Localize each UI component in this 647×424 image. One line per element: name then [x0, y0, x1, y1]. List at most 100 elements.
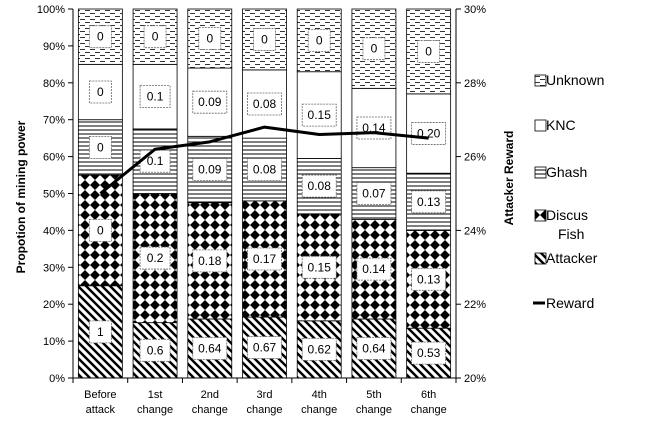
legend-item-reward: Reward	[533, 295, 594, 311]
y2-tick-label: 20%	[464, 373, 486, 385]
value-label-box	[88, 80, 112, 104]
value-label-knc-1: 0	[97, 85, 104, 99]
value-labels-layer: 1 0 0 0 0 0.6 0.2 0.1 0.1 0 0.64 0.18 0.09 0.09 0 0.67 0…	[88, 25, 447, 365]
value-label-attacker-6: 0.64	[362, 341, 386, 355]
value-label-box	[307, 28, 331, 52]
x-tick-label-5: 4th	[312, 389, 327, 401]
value-label-box	[192, 249, 228, 273]
value-label-ghash-2: 0.1	[147, 154, 164, 168]
value-label-box	[247, 158, 282, 181]
value-label-box	[139, 85, 171, 109]
value-label-box	[253, 28, 276, 51]
value-label-attacker-2: 0.6	[147, 343, 164, 357]
legend-item-knc: KNC	[534, 117, 576, 133]
value-label-unknown-1: 0	[97, 30, 104, 44]
value-label-box	[88, 135, 112, 159]
value-label-box	[88, 320, 112, 344]
legend-label: Attacker	[546, 250, 598, 266]
value-label-box	[301, 255, 337, 279]
value-label-box	[247, 247, 282, 271]
y-tick-label: 30%	[43, 262, 65, 274]
y-tick-label: 80%	[43, 78, 65, 90]
y2-tick-label: 24%	[464, 225, 486, 237]
x-tick-label-6: change	[356, 404, 392, 416]
value-label-box	[139, 338, 171, 362]
value-label-knc-3: 0.09	[198, 95, 222, 109]
y-tick-label: 50%	[43, 189, 65, 201]
value-label-attacker-4: 0.67	[253, 341, 277, 355]
value-label-box	[192, 90, 228, 114]
value-label-unknown-6: 0	[371, 42, 378, 56]
y-tick-label: 40%	[43, 225, 65, 237]
value-label-attacker-7: 0.53	[417, 346, 441, 360]
x-tick-label-2: 1st	[148, 389, 163, 401]
value-label-discus-fish-3: 0.18	[198, 254, 222, 268]
value-label-unknown-4: 0	[261, 32, 268, 46]
value-label-unknown-3: 0	[206, 32, 213, 46]
legend-label: KNC	[546, 117, 576, 133]
value-label-box	[356, 257, 392, 281]
y2-tick-label: 28%	[464, 78, 486, 90]
y2-tick-label: 26%	[464, 152, 486, 164]
value-label-box	[356, 182, 392, 205]
value-label-discus-fish-4: 0.17	[253, 252, 277, 266]
value-label-discus-fish-1: 0	[97, 223, 104, 237]
x-tick-label-1: Before	[84, 389, 116, 401]
value-label-box	[362, 37, 386, 61]
value-label-attacker-1: 1	[97, 325, 104, 339]
value-label-knc-2: 0.1	[147, 90, 164, 104]
value-label-box	[301, 103, 337, 127]
legend-swatch	[534, 252, 547, 265]
value-label-knc-5: 0.15	[308, 108, 332, 122]
y2-tick-label: 30%	[464, 4, 486, 16]
value-label-box	[417, 40, 441, 63]
y2-axis-title: Attacker Reward	[502, 131, 516, 226]
y-tick-label: 0%	[49, 373, 65, 385]
x-tick-label-6: 5th	[366, 389, 381, 401]
legend-item-ghash: Ghash	[534, 164, 587, 180]
y-tick-label: 20%	[43, 299, 65, 311]
y-tick-label: 10%	[43, 336, 65, 348]
value-label-discus-fish-2: 0.2	[147, 251, 164, 265]
value-label-discus-fish-6: 0.14	[362, 262, 386, 276]
y-tick-label: 70%	[43, 115, 65, 127]
bar-unknown-3	[187, 8, 233, 69]
legend-label: Reward	[546, 295, 594, 311]
x-tick-label-2: change	[137, 404, 173, 416]
legend-swatch	[534, 209, 547, 222]
reward-line-layer	[99, 125, 429, 195]
value-label-box	[198, 27, 222, 50]
x-tick-label-5: change	[301, 404, 337, 416]
value-label-box	[247, 336, 282, 359]
legend-swatch	[534, 119, 547, 132]
legend: Unknown KNC Ghash Discus Fish Attacker Reward	[533, 72, 604, 311]
legend-item-attacker: Attacker	[534, 250, 598, 266]
value-label-attacker-5: 0.62	[308, 342, 332, 356]
axes-layer: Before attack 1st change 2nd change 3rd change 4…	[37, 4, 486, 416]
value-label-ghash-6: 0.07	[362, 187, 386, 201]
value-label-unknown-2: 0	[152, 30, 159, 44]
value-label-box	[301, 338, 337, 361]
value-label-box	[192, 158, 228, 181]
x-tick-label-3: change	[192, 404, 228, 416]
bars-layer	[77, 8, 452, 379]
value-label-box	[88, 25, 112, 49]
value-label-ghash-5: 0.08	[308, 179, 332, 193]
value-label-box	[88, 218, 112, 242]
value-label-box	[411, 122, 447, 145]
value-label-unknown-5: 0	[316, 33, 323, 47]
value-label-box	[139, 246, 171, 270]
value-label-ghash-3: 0.09	[198, 163, 222, 177]
legend-label: Ghash	[546, 164, 587, 180]
legend-item-discus-fish: Discus Fish	[534, 207, 588, 242]
legend-swatch	[534, 74, 547, 87]
y-axis-title: Propotion of mining power	[14, 120, 28, 273]
legend-swatch	[534, 166, 547, 179]
y-tick-label: 100%	[37, 4, 65, 16]
value-label-box	[192, 337, 228, 360]
value-label-box	[247, 92, 282, 116]
value-label-discus-fish-7: 0.13	[417, 272, 441, 286]
reward-line	[99, 125, 429, 195]
y-tick-label: 90%	[43, 41, 65, 53]
